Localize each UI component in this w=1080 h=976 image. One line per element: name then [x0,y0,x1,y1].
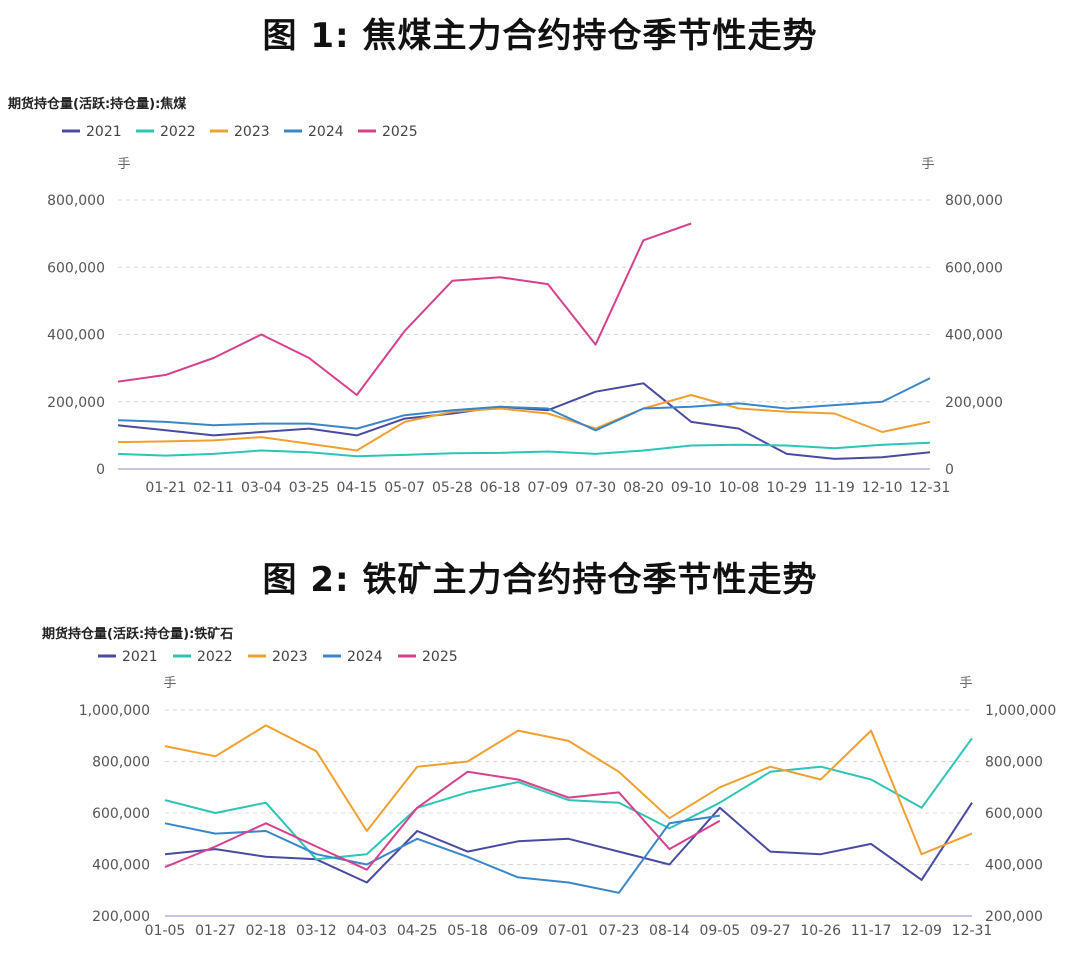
y-tick-label-right: 200,000 [945,395,1003,411]
legend-label-2022: 2022 [197,649,233,665]
y-unit-right: 手 [921,157,934,172]
y-tick-label-left: 400,000 [92,858,150,874]
x-tick-label: 04-03 [346,923,387,939]
y-tick-label-left: 200,000 [92,909,150,925]
chart-1: 期货持仓量(活跃:持仓量):焦煤 2021 2022 2023 2024 2025 手 手 0 0… [8,96,1003,496]
x-tick-label: 12-10 [862,480,903,496]
x-tick-label: 07-30 [575,480,616,496]
x-tick-label: 04-25 [397,923,438,939]
y-tick-label-left: 600,000 [92,806,150,822]
y-tick-label-right: 800,000 [985,755,1043,771]
legend-label-2023: 2023 [234,124,270,140]
x-tick-label: 01-27 [195,923,236,939]
legend-label-2025: 2025 [422,649,458,665]
x-tick-label: 11-17 [851,923,892,939]
x-tick-label: 01-21 [145,480,186,496]
legend-label-2021: 2021 [122,649,158,665]
y-tick-label-right: 0 [945,462,954,478]
x-tick-label: 09-05 [699,923,740,939]
figure-2-heading: 图 2: 铁矿主力合约持仓季节性走势 [262,560,818,600]
x-tick-label: 02-11 [193,480,234,496]
x-tick-label: 12-31 [952,923,993,939]
x-tick-label: 01-05 [145,923,186,939]
y-tick-label-right: 600,000 [985,806,1043,822]
x-tick-label: 11-19 [814,480,855,496]
y-tick-label-left: 600,000 [47,260,105,276]
y-tick-label-left: 1,000,000 [79,703,150,719]
x-tick-label: 03-25 [289,480,330,496]
x-tick-label: 07-01 [548,923,589,939]
y-tick-label-left: 800,000 [47,193,105,209]
y-tick-label-right: 400,000 [985,858,1043,874]
x-tick-label: 10-29 [766,480,807,496]
series-line-2023 [164,724,973,856]
series-line-2022 [117,441,931,458]
x-tick-label: 04-15 [336,480,377,496]
legend-label-2024: 2024 [308,124,344,140]
series-line-2024 [117,377,931,432]
y-tick-label-right: 600,000 [945,260,1003,276]
x-tick-label: 10-08 [719,480,760,496]
x-tick-label: 02-18 [246,923,287,939]
y-tick-label-right: 200,000 [985,909,1043,925]
series-line-2022 [164,737,973,861]
series-line-2024 [164,814,720,894]
x-tick-label: 03-12 [296,923,337,939]
x-tick-label: 08-14 [649,923,690,939]
legend-label-2024: 2024 [347,649,383,665]
x-tick-label: 08-20 [623,480,664,496]
y-unit-right: 手 [959,676,972,691]
y-tick-label-right: 1,000,000 [985,703,1056,719]
legend-label-2023: 2023 [272,649,308,665]
series-line-2023 [117,394,931,452]
figure-1-heading: 图 1: 焦煤主力合约持仓季节性走势 [262,16,818,56]
series-line-2025 [117,222,692,396]
y-tick-label-left: 200,000 [47,395,105,411]
series-line-2021 [164,802,973,884]
y-tick-label-left: 400,000 [47,328,105,344]
legend-label-2025: 2025 [382,124,418,140]
y-tick-label-left: 0 [96,462,105,478]
x-tick-label: 10-26 [800,923,841,939]
x-tick-label: 05-18 [447,923,488,939]
y-tick-label-right: 800,000 [945,193,1003,209]
chart-title: 期货持仓量(活跃:持仓量):铁矿石 [42,626,233,642]
x-tick-label: 03-04 [241,480,282,496]
y-tick-label-left: 800,000 [92,755,150,771]
x-tick-label: 09-10 [671,480,712,496]
series-line-2025 [164,770,721,871]
x-tick-label: 12-09 [901,923,942,939]
x-tick-label: 12-31 [910,480,951,496]
chart-2: 期货持仓量(活跃:持仓量):铁矿石 2021 2022 2023 2024 2025 手 手 2… [42,626,1056,939]
x-tick-label: 07-23 [599,923,640,939]
y-unit-left: 手 [163,676,176,691]
legend-label-2022: 2022 [160,124,196,140]
x-tick-label: 06-09 [498,923,539,939]
x-tick-label: 07-09 [528,480,569,496]
x-tick-label: 05-28 [432,480,473,496]
y-tick-label-right: 400,000 [945,328,1003,344]
y-unit-left: 手 [117,157,130,172]
chart-title: 期货持仓量(活跃:持仓量):焦煤 [8,96,186,112]
x-tick-label: 09-27 [750,923,791,939]
x-tick-label: 05-07 [384,480,425,496]
x-tick-label: 06-18 [480,480,521,496]
legend-label-2021: 2021 [86,124,122,140]
